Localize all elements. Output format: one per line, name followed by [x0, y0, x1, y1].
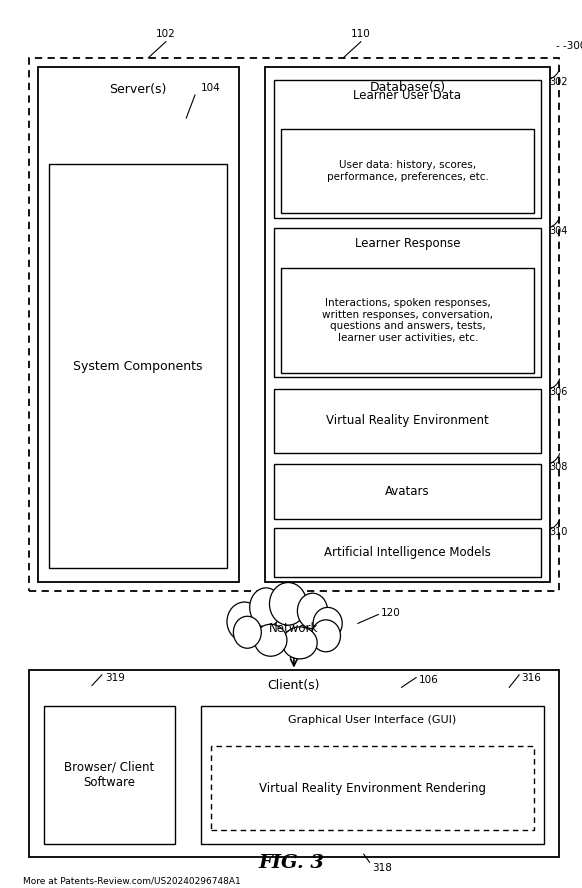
Text: Browser/ Client
Software: Browser/ Client Software: [64, 761, 154, 789]
Bar: [281, 268, 534, 373]
Ellipse shape: [297, 593, 328, 629]
Text: Interactions, spoken responses,
written responses, conversation,
questions and a: Interactions, spoken responses, written …: [322, 298, 493, 343]
Text: Avatars: Avatars: [385, 485, 430, 498]
Ellipse shape: [233, 616, 261, 648]
Text: Virtual Reality Environment: Virtual Reality Environment: [326, 415, 489, 427]
Text: Network: Network: [269, 622, 318, 635]
Bar: [211, 746, 534, 830]
Text: 120: 120: [381, 607, 401, 618]
Text: 316: 316: [521, 673, 541, 683]
Bar: [29, 58, 559, 591]
Ellipse shape: [250, 588, 282, 627]
Text: 110: 110: [351, 29, 371, 39]
Text: 319: 319: [105, 673, 125, 683]
Text: 310: 310: [549, 527, 567, 537]
Bar: [274, 464, 541, 519]
Ellipse shape: [282, 627, 317, 659]
Text: Artificial Intelligence Models: Artificial Intelligence Models: [324, 546, 491, 559]
Text: User data: history, scores,
performance, preferences, etc.: User data: history, scores, performance,…: [327, 160, 489, 182]
Bar: [274, 228, 541, 377]
Text: 308: 308: [549, 462, 567, 472]
Text: 302: 302: [549, 77, 567, 87]
Text: Database(s): Database(s): [370, 81, 445, 94]
Bar: [274, 389, 541, 453]
Bar: [274, 80, 541, 218]
Text: More at Patents-Review.com/US20240296748A1: More at Patents-Review.com/US20240296748…: [23, 876, 241, 885]
Text: 304: 304: [549, 226, 567, 235]
Bar: [38, 67, 239, 582]
Ellipse shape: [227, 602, 262, 641]
Bar: [29, 670, 559, 857]
Text: FIG. 3: FIG. 3: [258, 854, 324, 872]
Bar: [44, 706, 175, 844]
Ellipse shape: [313, 607, 342, 639]
Bar: [281, 129, 534, 213]
Text: Graphical User Interface (GUI): Graphical User Interface (GUI): [288, 715, 457, 725]
Ellipse shape: [254, 624, 287, 656]
Text: 102: 102: [156, 29, 176, 39]
Text: System Components: System Components: [73, 360, 203, 373]
Text: 106: 106: [419, 675, 439, 685]
Text: - -300: - -300: [556, 41, 582, 51]
Text: Learner User Data: Learner User Data: [353, 89, 462, 102]
Ellipse shape: [269, 583, 307, 625]
Text: Learner Response: Learner Response: [354, 237, 460, 250]
Bar: [265, 67, 550, 582]
Text: 318: 318: [372, 863, 392, 873]
Text: 306: 306: [549, 387, 567, 397]
Text: 104: 104: [201, 83, 221, 93]
Text: Client(s): Client(s): [268, 679, 320, 693]
Bar: [274, 528, 541, 577]
Bar: [49, 164, 227, 568]
Text: Virtual Reality Environment Rendering: Virtual Reality Environment Rendering: [259, 781, 486, 795]
Ellipse shape: [311, 620, 340, 652]
Bar: [201, 706, 544, 844]
Text: Server(s): Server(s): [109, 83, 167, 96]
